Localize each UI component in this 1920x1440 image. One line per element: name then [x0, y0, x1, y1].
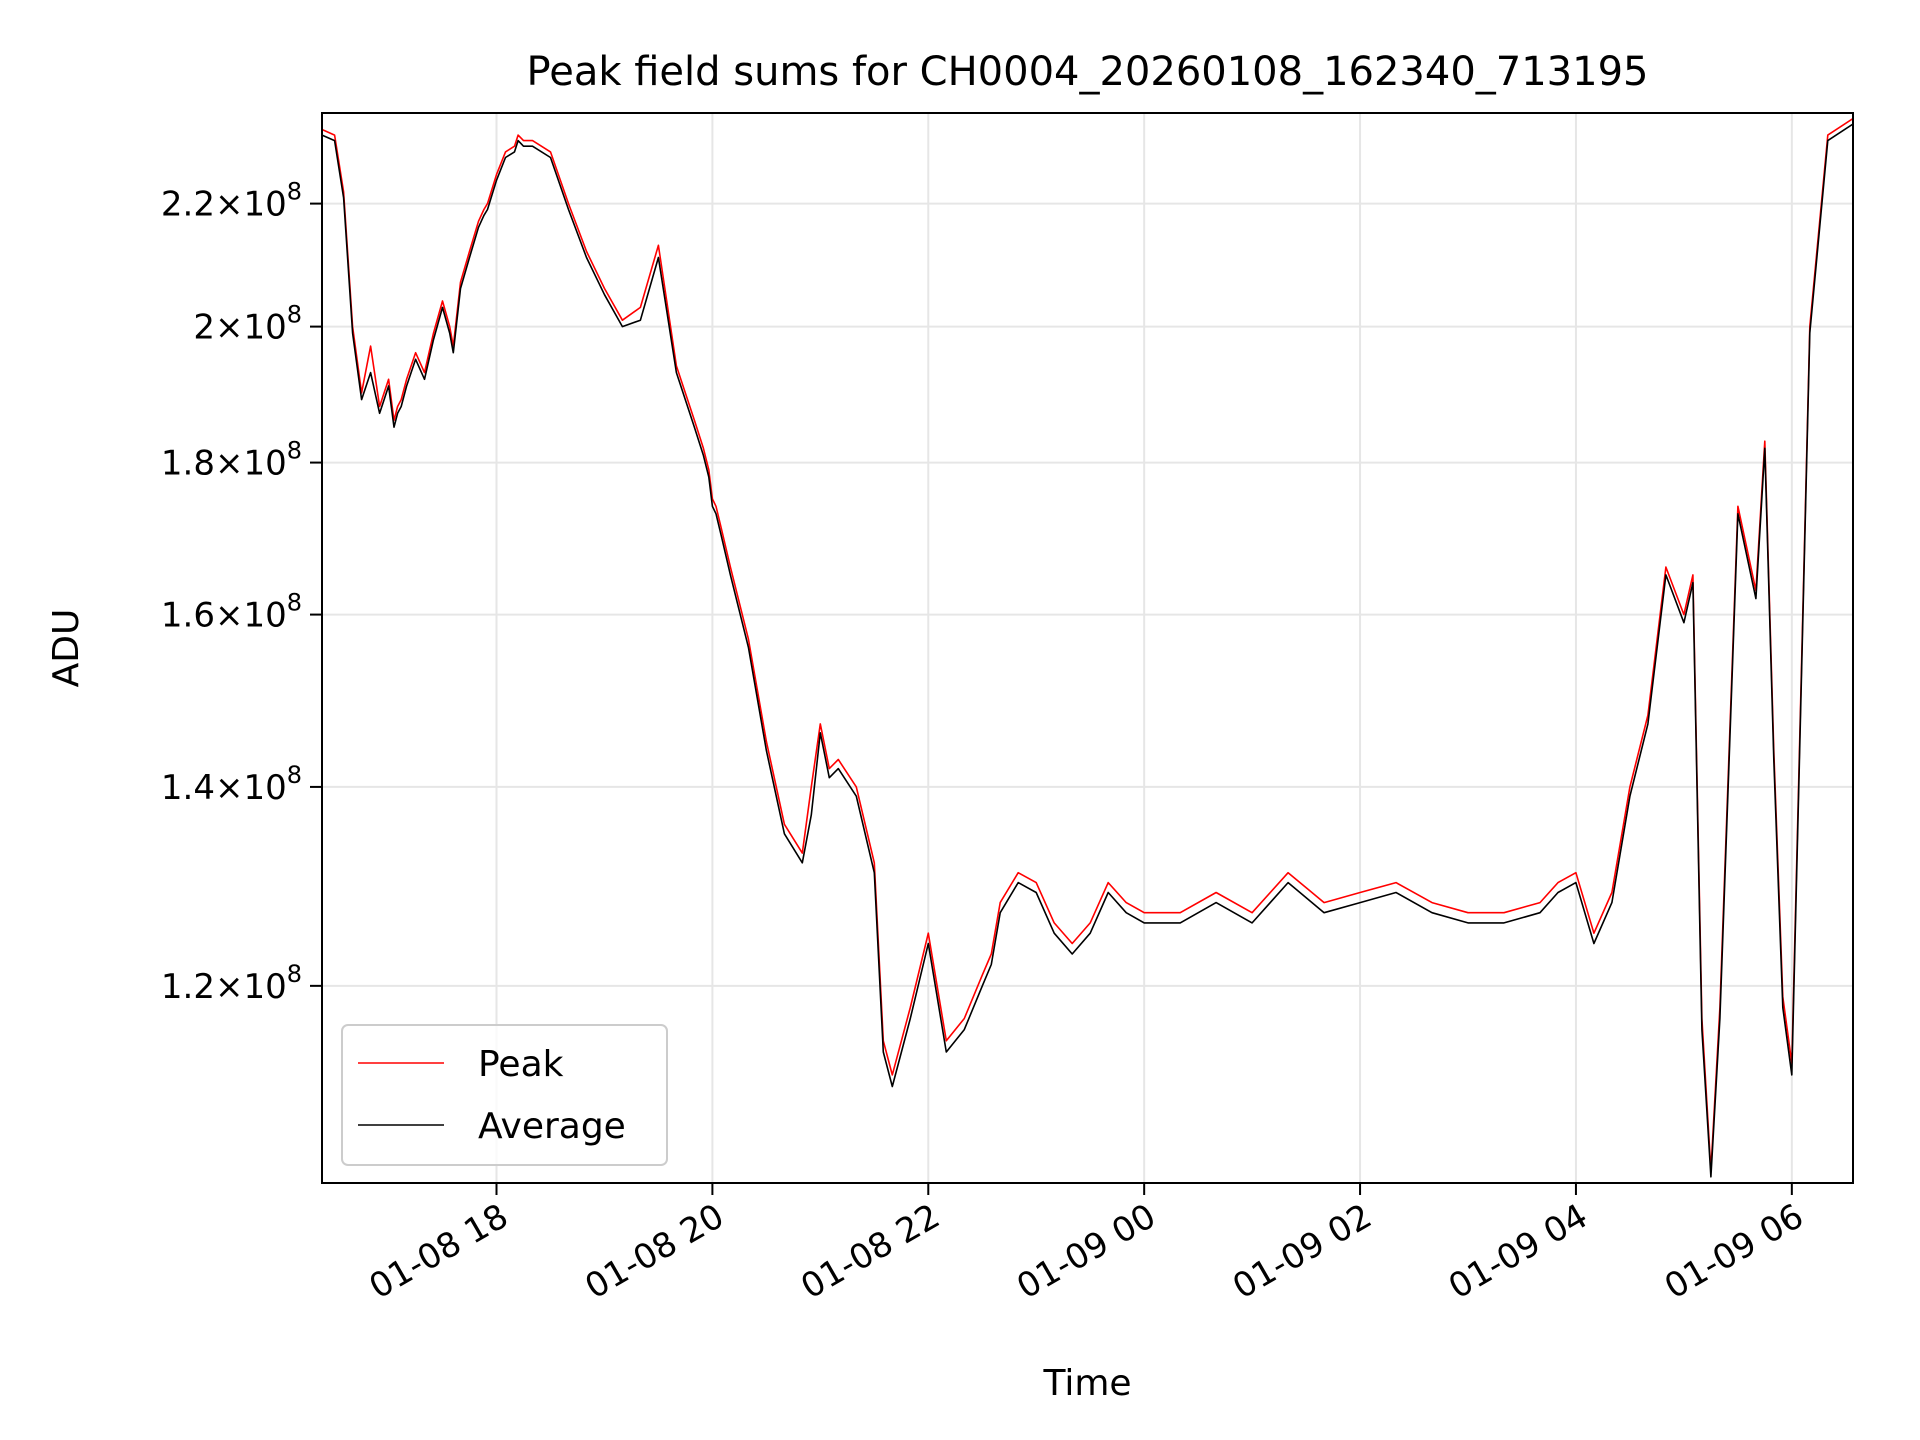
y-tick-times-ten: ×10	[215, 185, 287, 225]
grid-lines	[322, 113, 1853, 1183]
y-tick-exponent: 8	[287, 437, 302, 465]
y-tick-exponent: 8	[287, 960, 302, 988]
y-tick-times-ten: ×10	[215, 967, 287, 1007]
legend-box	[341, 1024, 668, 1166]
y-tick-label: 1.8×108	[161, 437, 302, 484]
y-tick-mantissa: 1.4	[161, 768, 215, 808]
y-tick-mantissa: 1.2	[161, 967, 215, 1007]
y-tick-label: 1.2×108	[161, 960, 302, 1007]
y-tick-label: 1.4×108	[161, 761, 302, 808]
chart-title: Peak field sums for CH0004_20260108_1623…	[527, 49, 1649, 95]
legend: Peak Average	[341, 1024, 668, 1166]
legend-label-peak: Peak	[478, 1044, 564, 1085]
x-axis-label: Time	[1042, 1363, 1131, 1404]
y-tick-mantissa: 1.6	[161, 596, 215, 636]
y-tick-label: 2.2×108	[161, 178, 302, 225]
y-tick-times-ten: ×10	[215, 444, 287, 484]
y-tick-times-ten: ×10	[215, 596, 287, 636]
axes-frame	[321, 112, 1854, 1184]
y-tick-times-ten: ×10	[215, 308, 287, 348]
y-tick-exponent: 8	[287, 761, 302, 789]
y-axis-label: ADU	[46, 609, 87, 688]
plot-series	[322, 117, 1853, 1178]
y-tick-mantissa: 1.8	[161, 444, 215, 484]
y-tick-label: 1.6×108	[161, 589, 302, 636]
y-tick-exponent: 8	[287, 301, 302, 329]
y-tick-mantissa: 2	[193, 308, 215, 348]
y-tick-exponent: 8	[287, 178, 302, 206]
series-line-average	[322, 123, 1853, 1178]
y-tick-mantissa: 2.2	[161, 185, 215, 225]
y-tick-exponent: 8	[287, 589, 302, 617]
y-tick-times-ten: ×10	[215, 768, 287, 808]
y-tick-label: 2×108	[193, 301, 302, 348]
legend-label-average: Average	[478, 1106, 626, 1147]
